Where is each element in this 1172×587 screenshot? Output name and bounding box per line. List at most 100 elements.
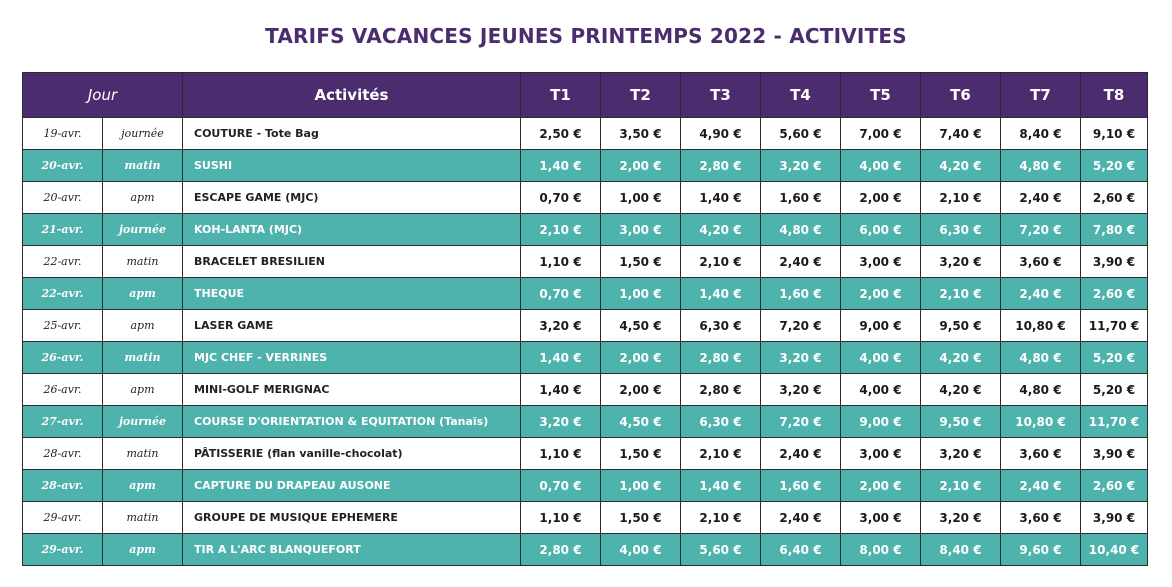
cell-prix-t5: 9,00 €: [840, 309, 921, 342]
cell-date: 19-avr.: [22, 117, 103, 150]
cell-prix-t2: 2,00 €: [600, 341, 681, 374]
cell-moment: apm: [102, 309, 183, 342]
cell-prix-t6: 2,10 €: [920, 469, 1001, 502]
cell-prix-t3: 2,10 €: [680, 245, 761, 278]
cell-prix-t5: 3,00 €: [840, 501, 921, 534]
cell-prix-t3: 6,30 €: [680, 405, 761, 438]
cell-prix-t7: 2,40 €: [1000, 469, 1081, 502]
cell-prix-t2: 1,50 €: [600, 501, 681, 534]
table-row: 27-avr. journée COURSE D'ORIENTATION & EQU…: [22, 405, 1148, 438]
cell-moment: journée: [102, 117, 183, 150]
cell-prix-t7: 3,60 €: [1000, 437, 1081, 470]
cell-activite: SUSHI: [182, 149, 521, 182]
cell-prix-t1: 1,40 €: [520, 373, 601, 406]
cell-prix-t3: 6,30 €: [680, 309, 761, 342]
cell-activite: THEQUE: [182, 277, 521, 310]
cell-prix-t1: 0,70 €: [520, 277, 601, 310]
cell-prix-t7: 10,80 €: [1000, 309, 1081, 342]
cell-moment: apm: [102, 181, 183, 214]
cell-prix-t8: 2,60 €: [1080, 469, 1148, 502]
cell-date: 22-avr.: [22, 245, 103, 278]
cell-activite: MJC CHEF - VERRINES: [182, 341, 521, 374]
cell-date: 20-avr.: [22, 181, 103, 214]
table-row: 28-avr. matin PÂTISSERIE (flan vanille-cho…: [22, 437, 1148, 470]
cell-prix-t7: 2,40 €: [1000, 277, 1081, 310]
cell-prix-t6: 2,10 €: [920, 181, 1001, 214]
header-jour: Jour: [22, 72, 183, 118]
cell-activite: BRACELET BRESILIEN: [182, 245, 521, 278]
cell-prix-t3: 4,90 €: [680, 117, 761, 150]
header-t4: T4: [760, 72, 841, 118]
cell-prix-t2: 4,50 €: [600, 405, 681, 438]
cell-prix-t3: 2,10 €: [680, 501, 761, 534]
cell-prix-t8: 5,20 €: [1080, 373, 1148, 406]
cell-moment: journée: [102, 213, 183, 246]
cell-prix-t7: 3,60 €: [1000, 245, 1081, 278]
cell-prix-t8: 9,10 €: [1080, 117, 1148, 150]
table-row: 19-avr. journée COUTURE - Tote Bag 2,50 €3,…: [22, 117, 1148, 150]
cell-prix-t4: 1,60 €: [760, 277, 841, 310]
cell-prix-t2: 2,00 €: [600, 149, 681, 182]
cell-prix-t6: 4,20 €: [920, 341, 1001, 374]
cell-moment: matin: [102, 245, 183, 278]
table-row: 29-avr. matin GROUPE DE MUSIQUE EPHEMERE 1,…: [22, 501, 1148, 534]
cell-prix-t2: 4,00 €: [600, 533, 681, 566]
cell-prix-t3: 1,40 €: [680, 277, 761, 310]
table-row: 21-avr. journée KOH-LANTA (MJC) 2,10 €3,00 …: [22, 213, 1148, 246]
cell-prix-t4: 3,20 €: [760, 373, 841, 406]
cell-prix-t7: 2,40 €: [1000, 181, 1081, 214]
cell-prix-t5: 3,00 €: [840, 245, 921, 278]
cell-prix-t6: 3,20 €: [920, 437, 1001, 470]
tarifs-table: Jour Activités T1 T2 T3 T4 T5 T6 T7 T8 1…: [22, 72, 1148, 566]
cell-prix-t1: 1,40 €: [520, 149, 601, 182]
cell-prix-t6: 3,20 €: [920, 245, 1001, 278]
cell-prix-t6: 3,20 €: [920, 501, 1001, 534]
table-header-row: Jour Activités T1 T2 T3 T4 T5 T6 T7 T8: [22, 72, 1148, 118]
table-row: 29-avr. apm TIR A L'ARC BLANQUEFORT 2,80 €4…: [22, 533, 1148, 566]
cell-prix-t1: 0,70 €: [520, 181, 601, 214]
cell-moment: journée: [102, 405, 183, 438]
cell-prix-t2: 2,00 €: [600, 373, 681, 406]
cell-prix-t2: 1,00 €: [600, 181, 681, 214]
cell-prix-t3: 4,20 €: [680, 213, 761, 246]
cell-prix-t3: 1,40 €: [680, 469, 761, 502]
table-row: 20-avr. matin SUSHI 1,40 €2,00 €2,80 €3,20 …: [22, 149, 1148, 182]
cell-activite: COUTURE - Tote Bag: [182, 117, 521, 150]
table-row: 25-avr. apm LASER GAME 3,20 €4,50 €6,30 €7,…: [22, 309, 1148, 342]
cell-date: 28-avr.: [22, 469, 103, 502]
cell-prix-t1: 2,10 €: [520, 213, 601, 246]
cell-prix-t7: 3,60 €: [1000, 501, 1081, 534]
cell-moment: apm: [102, 469, 183, 502]
table-row: 26-avr. apm MINI-GOLF MERIGNAC 1,40 €2,00 €…: [22, 373, 1148, 406]
cell-prix-t7: 10,80 €: [1000, 405, 1081, 438]
cell-activite: PÂTISSERIE (flan vanille-chocolat): [182, 437, 521, 470]
cell-prix-t2: 1,00 €: [600, 469, 681, 502]
cell-date: 28-avr.: [22, 437, 103, 470]
cell-prix-t3: 2,80 €: [680, 341, 761, 374]
cell-date: 26-avr.: [22, 341, 103, 374]
cell-prix-t8: 3,90 €: [1080, 501, 1148, 534]
cell-prix-t1: 1,10 €: [520, 501, 601, 534]
cell-prix-t5: 4,00 €: [840, 341, 921, 374]
cell-prix-t6: 9,50 €: [920, 405, 1001, 438]
cell-prix-t4: 2,40 €: [760, 245, 841, 278]
cell-prix-t6: 9,50 €: [920, 309, 1001, 342]
cell-activite: KOH-LANTA (MJC): [182, 213, 521, 246]
cell-prix-t5: 2,00 €: [840, 181, 921, 214]
header-t6: T6: [920, 72, 1001, 118]
cell-prix-t2: 3,50 €: [600, 117, 681, 150]
cell-prix-t1: 1,10 €: [520, 245, 601, 278]
cell-prix-t6: 8,40 €: [920, 533, 1001, 566]
cell-prix-t4: 3,20 €: [760, 149, 841, 182]
cell-prix-t5: 7,00 €: [840, 117, 921, 150]
header-t8: T8: [1080, 72, 1148, 118]
cell-moment: apm: [102, 373, 183, 406]
cell-prix-t3: 1,40 €: [680, 181, 761, 214]
cell-prix-t5: 4,00 €: [840, 373, 921, 406]
cell-prix-t3: 2,10 €: [680, 437, 761, 470]
cell-prix-t8: 5,20 €: [1080, 341, 1148, 374]
cell-prix-t3: 2,80 €: [680, 149, 761, 182]
cell-moment: apm: [102, 533, 183, 566]
cell-prix-t2: 1,50 €: [600, 437, 681, 470]
cell-prix-t1: 2,50 €: [520, 117, 601, 150]
